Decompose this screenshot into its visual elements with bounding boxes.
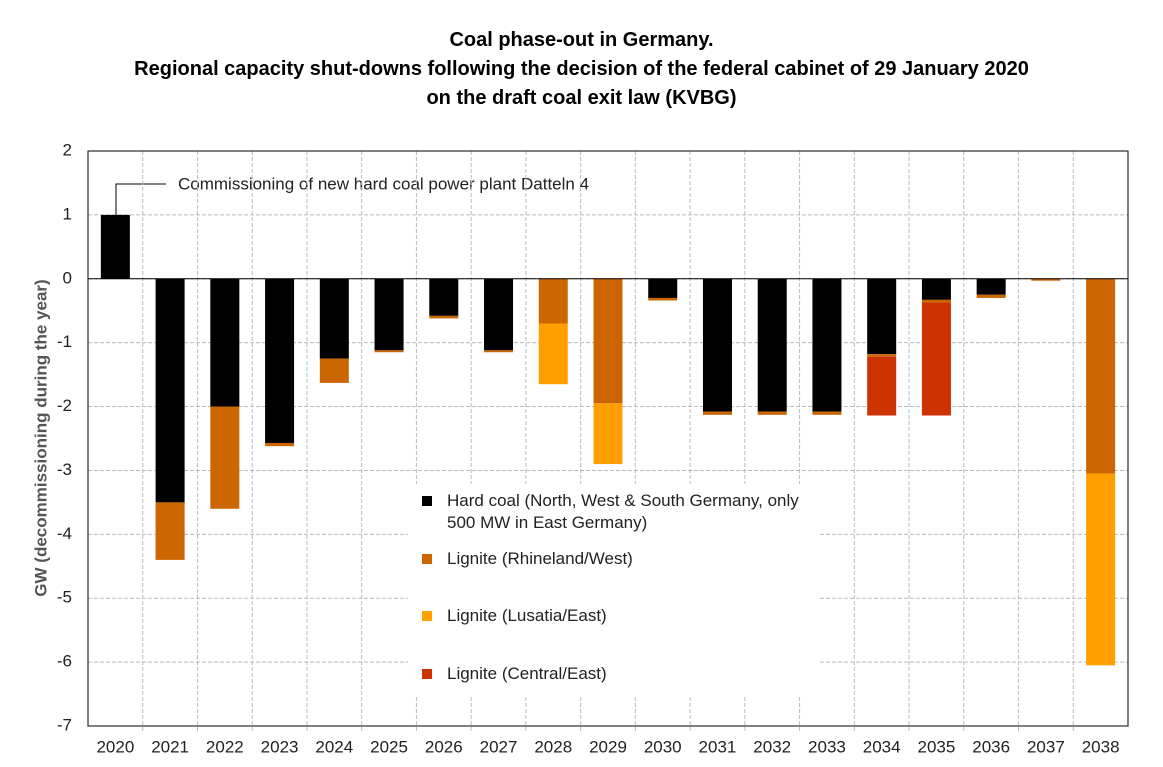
bar-segment bbox=[374, 350, 404, 353]
legend-item: Lignite (Rhineland/West) bbox=[422, 548, 827, 570]
y-tick-label: -1 bbox=[57, 332, 72, 351]
bar-segment bbox=[538, 323, 568, 385]
legend-swatch bbox=[422, 496, 432, 506]
bar-segment bbox=[374, 278, 404, 351]
x-tick-label: 2030 bbox=[644, 737, 682, 756]
bar-segment bbox=[484, 350, 514, 353]
annotation-leader bbox=[115, 183, 166, 215]
x-tick-label: 2034 bbox=[863, 737, 901, 756]
bar-segment bbox=[867, 356, 897, 416]
x-tick-label: 2036 bbox=[972, 737, 1010, 756]
y-tick-label: -4 bbox=[57, 524, 72, 543]
bar-segment bbox=[976, 278, 1006, 295]
bar-segment bbox=[976, 294, 1006, 298]
x-tick-label: 2033 bbox=[808, 737, 846, 756]
bar-segment bbox=[484, 278, 514, 351]
legend-swatch bbox=[422, 554, 432, 564]
bar-segment bbox=[1086, 278, 1116, 474]
x-tick-label: 2026 bbox=[425, 737, 463, 756]
y-tick-label: -6 bbox=[57, 652, 72, 671]
legend-label: Lignite (Central/East) bbox=[447, 664, 607, 683]
bar-segment bbox=[702, 411, 732, 415]
bar-segment bbox=[867, 354, 897, 357]
bar-segment bbox=[538, 278, 568, 324]
bar-segment bbox=[1086, 473, 1116, 666]
bar-segment bbox=[265, 278, 295, 443]
title-line: on the draft coal exit law (KVBG) bbox=[426, 87, 737, 109]
bar-segment bbox=[757, 411, 787, 415]
x-tick-label: 2031 bbox=[699, 737, 737, 756]
bar-segment bbox=[210, 278, 240, 407]
x-tick-label: 2038 bbox=[1082, 737, 1120, 756]
x-tick-label: 2024 bbox=[315, 737, 353, 756]
x-tick-label: 2023 bbox=[261, 737, 299, 756]
bar-segment bbox=[867, 278, 897, 355]
bar-segment bbox=[921, 278, 951, 300]
y-axis-label: GW (decommissioning during the year) bbox=[31, 279, 50, 596]
x-tick-label: 2035 bbox=[918, 737, 956, 756]
bar-segment bbox=[648, 278, 678, 298]
y-tick-label: -7 bbox=[57, 715, 72, 734]
x-tick-label: 2020 bbox=[96, 737, 134, 756]
title-line: Regional capacity shut-downs following t… bbox=[134, 58, 1029, 80]
bar-segment bbox=[429, 278, 459, 316]
x-tick-label: 2022 bbox=[206, 737, 244, 756]
legend-label: Lignite (Rhineland/West) bbox=[447, 549, 633, 568]
bar-segment bbox=[155, 278, 185, 503]
y-tick-label: -2 bbox=[57, 396, 72, 415]
annotation: Commissioning of new hard coal power pla… bbox=[178, 174, 589, 193]
x-tick-label: 2037 bbox=[1027, 737, 1065, 756]
bar-segment bbox=[593, 278, 623, 404]
y-tick-label: 2 bbox=[63, 140, 72, 159]
y-tick-label: -5 bbox=[57, 588, 72, 607]
x-tick-label: 2028 bbox=[534, 737, 572, 756]
legend-label: Lignite (Lusatia/East) bbox=[447, 606, 607, 625]
title-line: Coal phase-out in Germany. bbox=[449, 29, 714, 51]
bar-segment bbox=[265, 442, 295, 447]
bar-segment bbox=[210, 406, 240, 509]
y-tick-label: 1 bbox=[63, 204, 72, 223]
bar-segment bbox=[921, 302, 951, 416]
legend-swatch bbox=[422, 611, 432, 621]
bar-segment bbox=[921, 299, 951, 303]
bar-segment bbox=[1031, 278, 1061, 281]
bar-segment bbox=[702, 278, 732, 412]
plot-frame bbox=[87, 150, 1129, 727]
x-tick-label: 2029 bbox=[589, 737, 627, 756]
legend-item: Lignite (Lusatia/East) bbox=[422, 605, 827, 627]
bar-segment bbox=[593, 403, 623, 465]
x-tick-label: 2021 bbox=[151, 737, 189, 756]
legend-swatch bbox=[422, 669, 432, 679]
legend-item: Lignite (Central/East) bbox=[422, 663, 827, 685]
y-tick-label: 0 bbox=[63, 268, 72, 287]
bar-segment bbox=[319, 358, 349, 383]
y-tick-label: -3 bbox=[57, 460, 72, 479]
x-tick-label: 2027 bbox=[480, 737, 518, 756]
x-tick-label: 2032 bbox=[753, 737, 791, 756]
bar-segment bbox=[757, 278, 787, 412]
bar-segment bbox=[812, 278, 842, 412]
bar-segment bbox=[155, 502, 185, 560]
bar-segment bbox=[429, 315, 459, 319]
bar-segment bbox=[812, 411, 842, 415]
x-tick-label: 2025 bbox=[370, 737, 408, 756]
bar-segment bbox=[100, 214, 130, 279]
title: Coal phase-out in Germany. Regional capac… bbox=[0, 26, 1163, 113]
bar-segment bbox=[648, 297, 678, 301]
legend-label: Hard coal (North, West & South Germany, … bbox=[447, 491, 799, 532]
bar-segment bbox=[319, 278, 349, 359]
legend-item: Hard coal (North, West & South Germany, … bbox=[422, 490, 827, 534]
legend: Hard coal (North, West & South Germany, … bbox=[408, 484, 818, 696]
